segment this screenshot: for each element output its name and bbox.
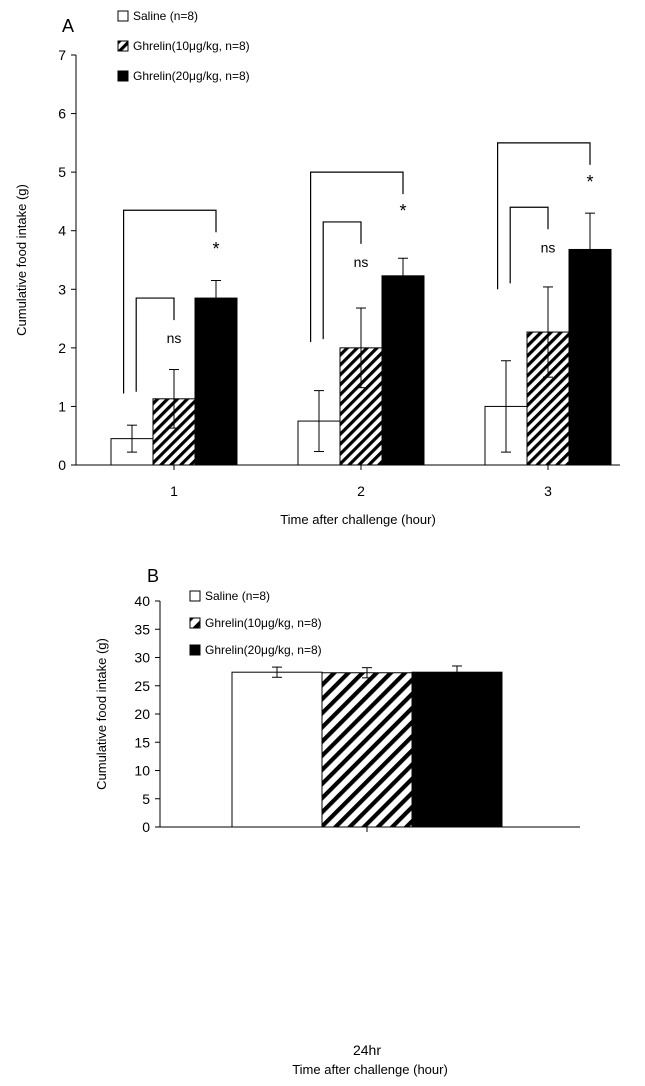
y-tick-label: 5 — [58, 164, 66, 180]
y-tick-label: 35 — [134, 621, 150, 637]
bar — [231, 671, 323, 828]
x-axis-title: Time after challenge (hour) — [292, 1062, 448, 1077]
y-tick-label: 3 — [58, 281, 66, 297]
x-tick-label: 1 — [170, 483, 178, 499]
significance-bracket — [310, 171, 404, 342]
ns-label: ns — [541, 239, 556, 255]
y-tick-label: 5 — [142, 791, 150, 807]
x-tick-label: 24hr — [353, 1042, 381, 1058]
legend-label: Ghrelin(20μg/kg, n=8) — [133, 69, 250, 83]
y-axis-title: Cumulative food intake (g) — [14, 184, 29, 336]
legend-label: Saline (n=8) — [205, 589, 270, 603]
y-tick-label: 0 — [58, 457, 66, 473]
ns-bracket — [322, 221, 362, 340]
y-tick-label: 25 — [134, 678, 150, 694]
legend-swatch — [189, 644, 201, 656]
panel-a-chart: A 0 1 2 3 4 5 6 7 1 2 3 ns * ns * ns * Saline (n=8) Ghrelin… — [14, 9, 620, 527]
legend-swatch — [117, 40, 129, 52]
y-tick-label: 4 — [58, 223, 66, 239]
y-axis-title: Cumulative food intake (g) — [94, 638, 109, 790]
significance-star: * — [586, 172, 593, 192]
y-tick-label: 0 — [142, 819, 150, 835]
y-tick-label: 1 — [58, 398, 66, 414]
y-tick-label: 40 — [134, 593, 150, 609]
bar — [411, 671, 503, 828]
y-tick-label: 10 — [134, 763, 150, 779]
ns-bracket — [509, 206, 549, 284]
legend-swatch — [117, 10, 129, 22]
y-tick-label: 2 — [58, 340, 66, 356]
significance-star: * — [399, 201, 406, 221]
x-tick-label: 3 — [544, 483, 552, 499]
significance-bracket — [497, 142, 591, 290]
panel-label: B — [147, 566, 159, 586]
legend-label: Ghrelin(10μg/kg, n=8) — [205, 616, 322, 630]
y-tick-label: 15 — [134, 734, 150, 750]
legend-label: Ghrelin(20μg/kg, n=8) — [205, 643, 322, 657]
y-tick-label: 30 — [134, 650, 150, 666]
y-tick-label: 7 — [58, 47, 66, 63]
ns-label: ns — [354, 254, 369, 270]
legend-swatch — [189, 617, 201, 629]
x-tick-label: 2 — [357, 483, 365, 499]
y-tick-label: 6 — [58, 106, 66, 122]
bar — [321, 672, 413, 828]
legend-swatch — [189, 590, 201, 602]
bar — [194, 297, 238, 466]
significance-star: * — [212, 239, 219, 259]
x-axis-title: Time after challenge (hour) — [280, 512, 436, 527]
panel-b-chart: B 0 5 10 15 20 25 30 35 40 24hr Saline (n=8) Ghrelin… — [94, 566, 580, 1077]
legend-swatch — [117, 70, 129, 82]
significance-bracket — [122, 209, 217, 394]
legend-label: Saline (n=8) — [133, 9, 198, 23]
ns-bracket — [135, 297, 175, 392]
panel-label: A — [62, 16, 74, 36]
bar — [381, 275, 425, 466]
ns-label: ns — [167, 330, 182, 346]
legend-label: Ghrelin(10μg/kg, n=8) — [133, 39, 250, 53]
y-tick-label: 20 — [134, 706, 150, 722]
